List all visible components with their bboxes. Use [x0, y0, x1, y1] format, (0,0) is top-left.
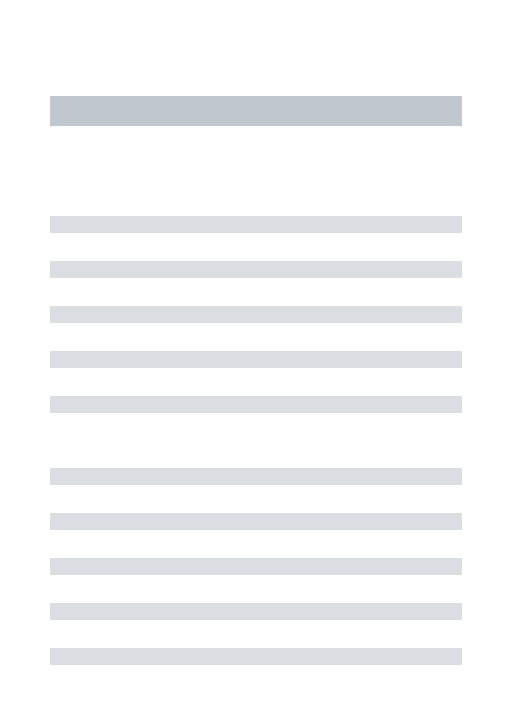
text-line-placeholder	[50, 261, 462, 278]
text-line-placeholder	[50, 468, 462, 485]
text-line-placeholder	[50, 216, 462, 233]
text-line-placeholder	[50, 351, 462, 368]
text-line-placeholder	[50, 306, 462, 323]
text-line-placeholder	[50, 648, 462, 665]
text-line-placeholder	[50, 603, 462, 620]
text-line-placeholder	[50, 558, 462, 575]
text-line-placeholder	[50, 513, 462, 530]
text-line-placeholder	[50, 396, 462, 413]
title-placeholder	[50, 96, 462, 126]
